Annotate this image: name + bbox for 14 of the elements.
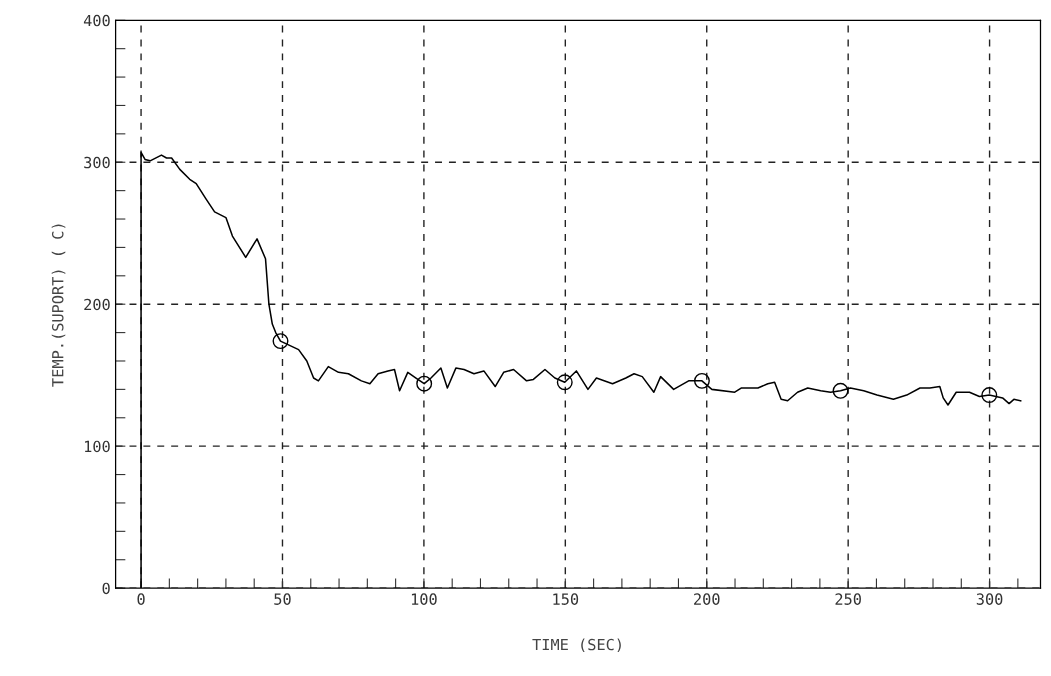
x-tick-label: 300 (976, 593, 1003, 605)
x-tick-label: 0 (137, 593, 145, 605)
y-tick-label: 200 (84, 298, 110, 311)
y-axis-title: TEMP.(SUPORT) ( C) (51, 224, 66, 387)
y-tick-label: 100 (84, 440, 110, 453)
y-tick-label: 0 (102, 582, 110, 595)
x-tick-label: 50 (274, 593, 291, 605)
x-tick-label: 100 (411, 593, 437, 605)
x-tick-label: 150 (553, 593, 579, 605)
x-tick-label: 250 (835, 593, 861, 605)
x-axis-title: TIME (SEC) (532, 638, 621, 653)
x-tick-label: 200 (694, 593, 720, 605)
y-tick-label: 400 (83, 14, 110, 27)
y-tick-label: 300 (84, 156, 110, 169)
